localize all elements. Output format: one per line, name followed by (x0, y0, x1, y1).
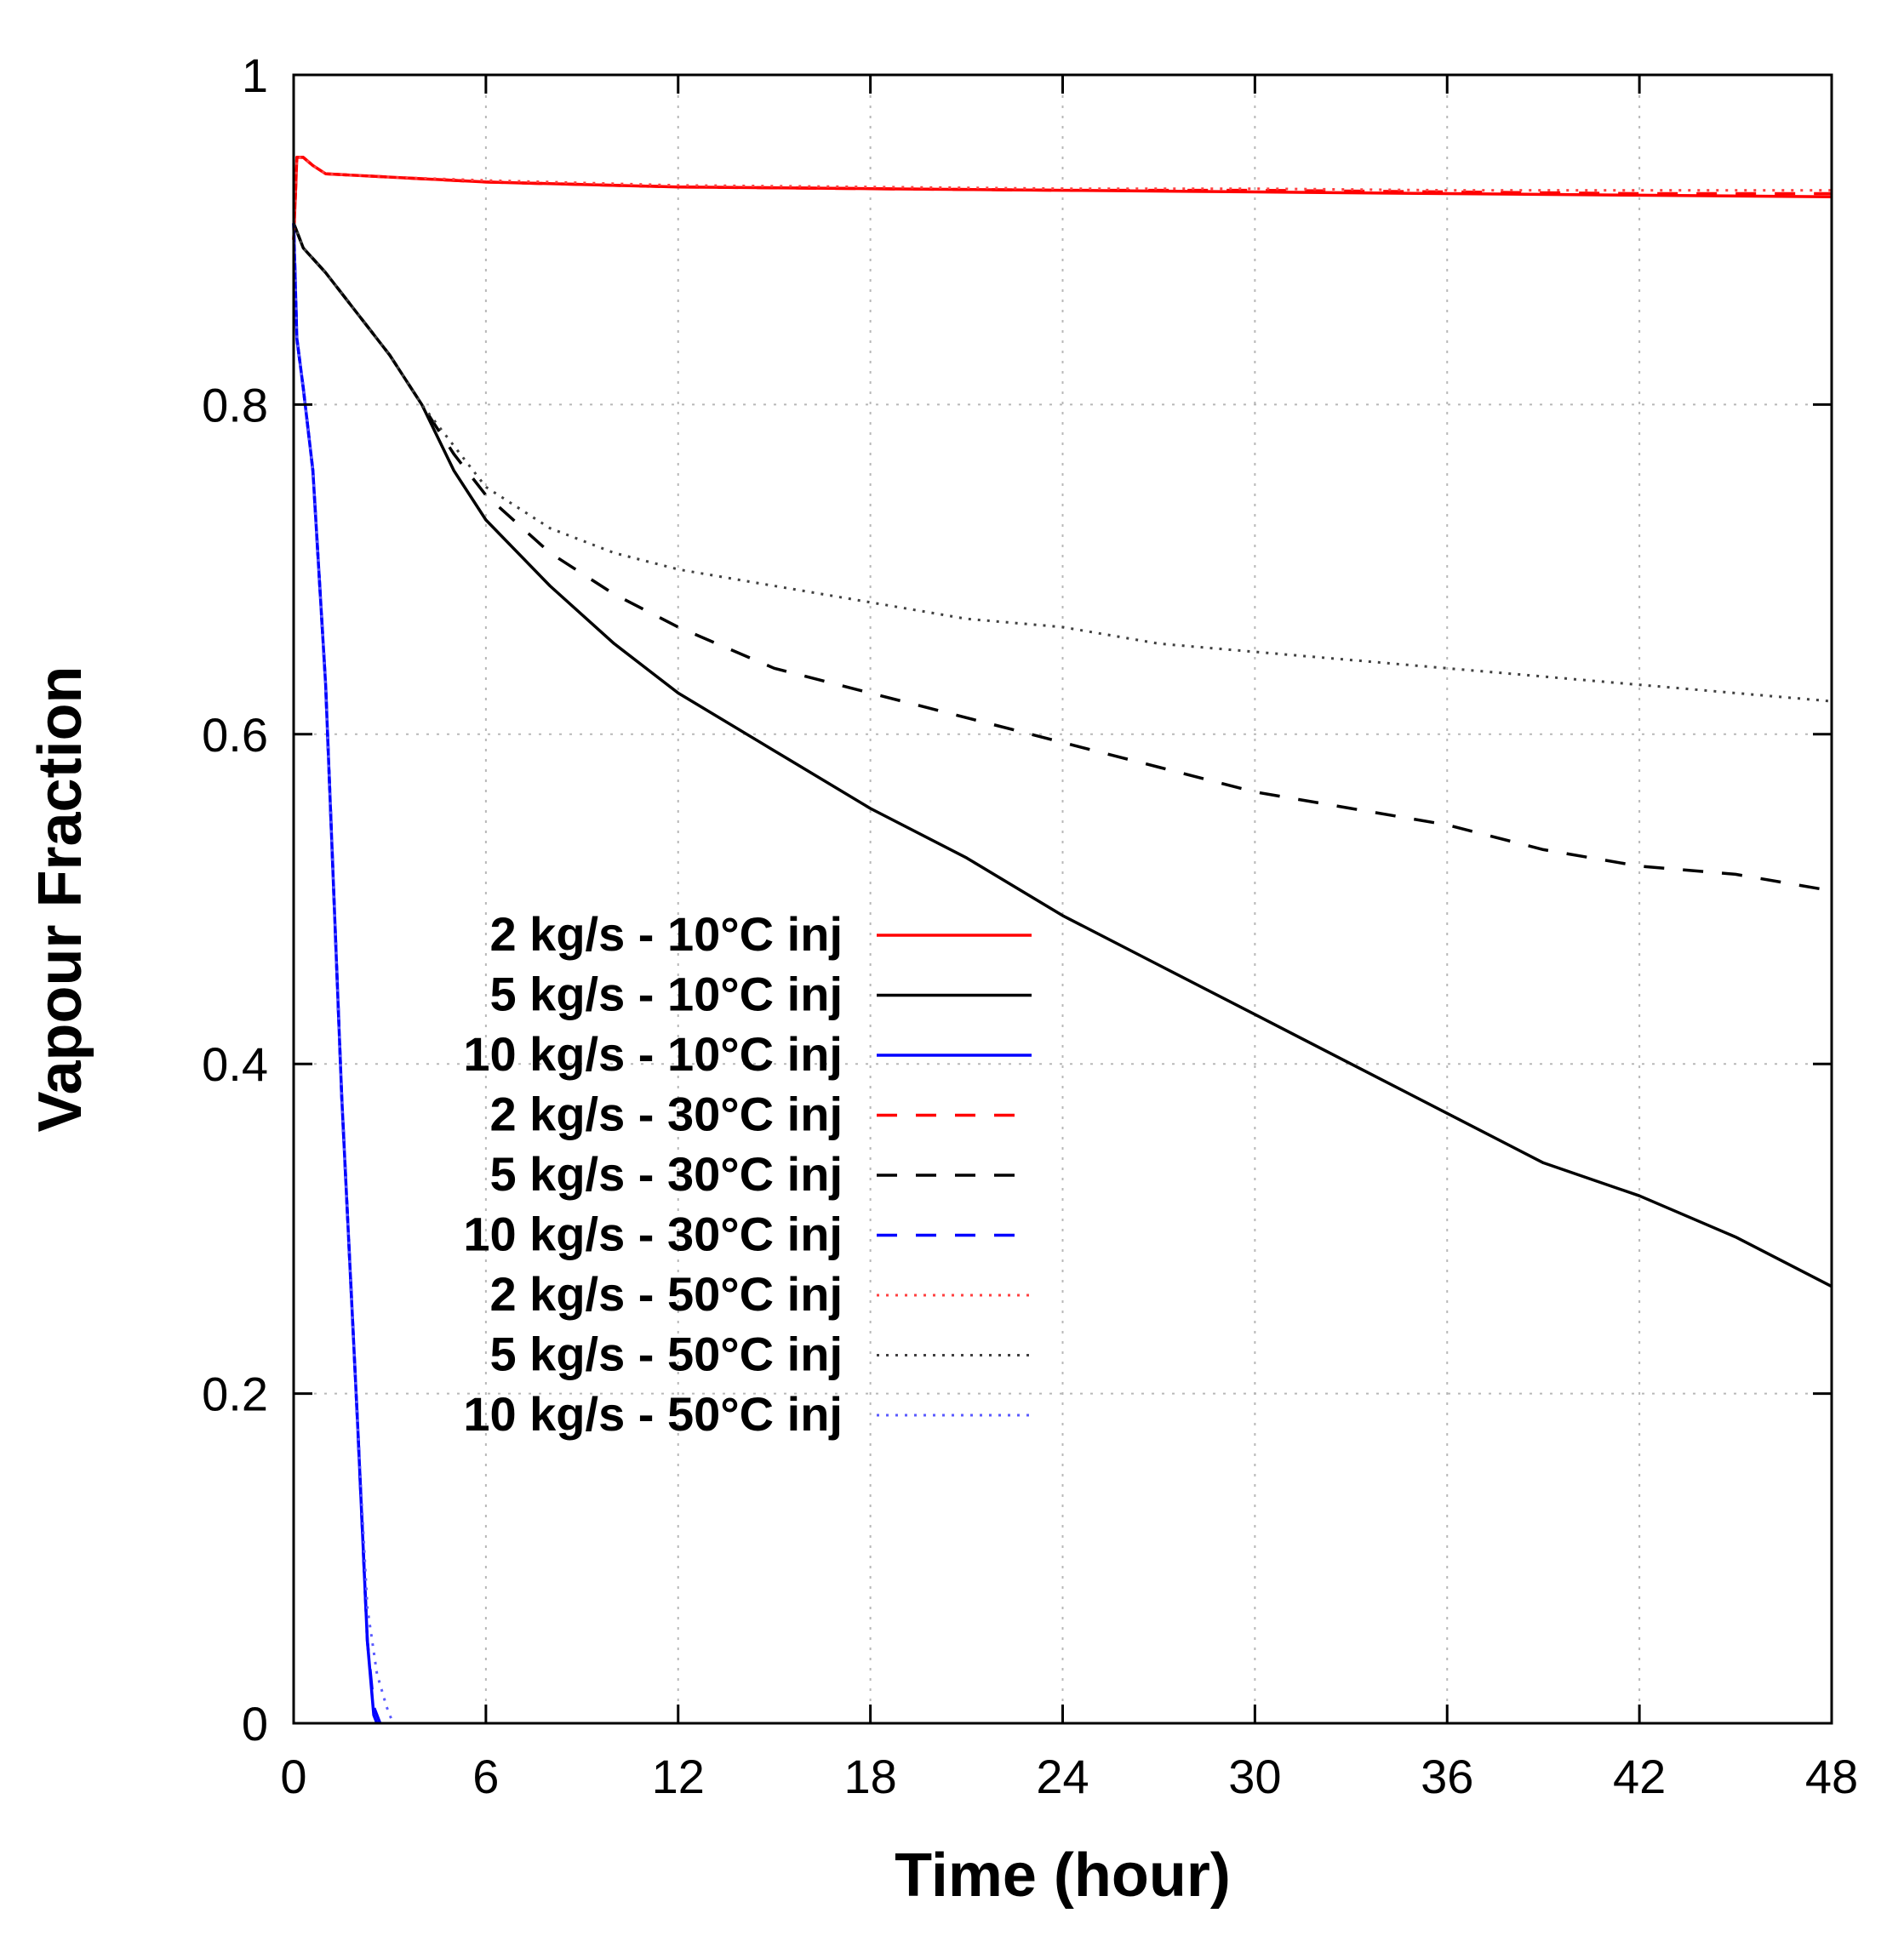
series-line-4 (292, 156, 1832, 240)
legend-label-4: 2 kg/s - 30°C inj (489, 1088, 843, 1141)
series-line-6 (292, 223, 382, 1724)
x-tick-label: 24 (1036, 1750, 1089, 1803)
y-tick-label: 0 (242, 1697, 268, 1750)
series-line-9 (292, 223, 395, 1724)
x-tick-label: 30 (1228, 1750, 1281, 1803)
series-line-5 (292, 222, 1833, 893)
legend-label-7: 2 kg/s - 50°C inj (489, 1267, 843, 1321)
x-tick-label: 48 (1805, 1750, 1858, 1803)
y-tick-label: 1 (242, 49, 268, 102)
legend-label-1: 2 kg/s - 10°C inj (489, 907, 843, 961)
x-axis-title: Time (hour) (895, 1842, 1231, 1910)
legend: 2 kg/s - 10°C inj 5 kg/s - 10°C inj 10 kg/… (463, 907, 1032, 1441)
y-tick-label: 0.6 (202, 708, 268, 762)
legend-label-5: 5 kg/s - 30°C inj (489, 1147, 843, 1201)
series-line-3 (292, 223, 379, 1724)
x-tick-label: 6 (472, 1750, 499, 1803)
series-line-8 (292, 222, 1833, 703)
legend-label-8: 5 kg/s - 50°C inj (489, 1328, 843, 1381)
tick-layer: 0 6 12 18 24 30 36 42 48 0 0.2 0.4 0.6 0.8 1 (202, 49, 1858, 1803)
legend-label-3: 10 kg/s - 10°C inj (463, 1027, 843, 1081)
y-tick-label: 0.4 (202, 1037, 268, 1091)
legend-label-9: 10 kg/s - 50°C inj (463, 1387, 843, 1441)
legend-label-2: 5 kg/s - 10°C inj (489, 968, 843, 1021)
x-tick-label: 36 (1421, 1750, 1473, 1803)
x-tick-label: 0 (280, 1750, 306, 1803)
y-tick-label: 0.8 (202, 378, 268, 431)
y-tick-label: 0.2 (202, 1368, 268, 1421)
x-tick-label: 18 (843, 1750, 896, 1803)
legend-label-6: 10 kg/s - 30°C inj (463, 1208, 843, 1261)
series-layer (292, 156, 1833, 1724)
x-tick-label: 42 (1613, 1750, 1666, 1803)
grid-layer (294, 75, 1832, 1723)
y-axis-title: Vapour Fraction (26, 665, 94, 1132)
x-tick-label: 12 (652, 1750, 705, 1803)
series-line-2 (292, 222, 1833, 1288)
